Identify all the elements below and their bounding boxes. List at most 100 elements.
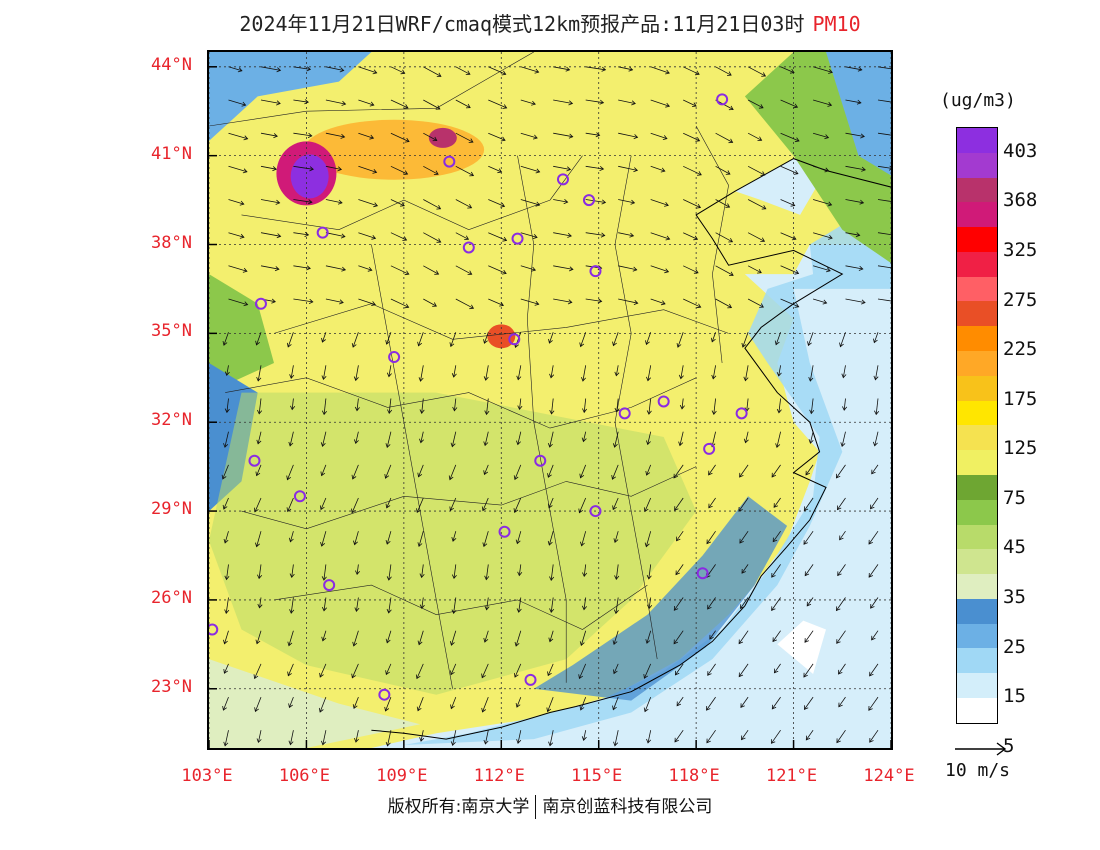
station-marker[interactable] — [524, 673, 537, 686]
wind-vector — [803, 497, 814, 511]
wind-vector-head — [614, 575, 620, 580]
wind-vector-head — [241, 101, 247, 107]
wind-vector — [386, 531, 392, 545]
station-marker[interactable] — [378, 688, 391, 701]
wind-vector — [358, 165, 377, 173]
wind-vector-head — [644, 542, 650, 548]
wind-vector-head — [517, 571, 523, 577]
wind-vector-head — [647, 604, 653, 610]
wind-vector-head — [436, 238, 442, 243]
wind-vector-head — [547, 671, 552, 677]
wind-vector-head — [662, 135, 668, 140]
wind-vector-head — [612, 705, 617, 711]
wind-vector-head — [337, 166, 343, 172]
wind-vector — [325, 298, 344, 303]
wind-vector — [386, 497, 392, 508]
wind-vector-head — [535, 201, 541, 207]
color-bar-swatch — [957, 375, 997, 401]
wind-vector-head — [483, 739, 489, 745]
wind-vector — [520, 165, 540, 173]
wind-vector — [260, 199, 280, 204]
wind-vector — [683, 199, 701, 208]
wind-vector-head — [676, 536, 681, 542]
wind-vector-head — [367, 266, 373, 272]
wind-vector-head — [400, 202, 405, 207]
station-marker[interactable] — [388, 351, 401, 364]
station-marker[interactable] — [462, 241, 475, 254]
wind-vector — [836, 729, 846, 743]
wind-vector — [676, 530, 684, 541]
wind-vector — [650, 66, 670, 74]
station-marker[interactable] — [316, 226, 329, 239]
station-marker[interactable] — [618, 407, 631, 420]
wind-vector — [871, 464, 879, 475]
station-marker[interactable] — [735, 407, 748, 420]
wind-vector-head — [450, 442, 456, 448]
wind-vector-head — [415, 674, 421, 680]
wind-vector — [416, 663, 424, 679]
wind-vector-head — [857, 66, 863, 72]
forecast-map[interactable] — [207, 50, 893, 750]
station-marker[interactable] — [209, 623, 219, 636]
wind-vector-head — [469, 171, 475, 177]
wind-vector — [257, 431, 262, 444]
wind-vector — [780, 99, 798, 108]
wind-vector — [771, 729, 781, 744]
wind-vector-head — [805, 735, 811, 741]
wind-vector — [228, 99, 246, 106]
station-marker[interactable] — [498, 525, 511, 538]
wind-vector-head — [386, 608, 392, 614]
wind-vector — [741, 729, 749, 740]
station-marker[interactable] — [556, 173, 569, 186]
wind-vector — [325, 165, 342, 170]
wind-vector-head — [665, 69, 670, 75]
station-marker[interactable] — [254, 297, 267, 310]
wind-vector-head — [469, 304, 475, 310]
wind-vector-head — [728, 105, 734, 111]
wind-vector-head — [516, 375, 522, 381]
wind-vector-head — [514, 672, 519, 678]
wind-vector — [390, 298, 409, 308]
station-marker[interactable] — [248, 454, 261, 467]
wind-vector — [840, 332, 846, 347]
wind-vector — [455, 232, 469, 240]
wind-vector-head — [678, 374, 684, 380]
wind-vector-head — [497, 168, 503, 174]
station-marker[interactable] — [589, 505, 602, 518]
station-marker[interactable] — [657, 395, 670, 408]
wind-vector-head — [242, 267, 248, 273]
wind-vector — [291, 398, 294, 410]
wind-vector-head — [761, 72, 767, 77]
wind-vector-head — [673, 639, 679, 645]
wind-vector — [746, 398, 749, 412]
station-marker[interactable] — [589, 265, 602, 278]
station-marker[interactable] — [443, 155, 456, 168]
station-marker[interactable] — [293, 490, 306, 503]
wind-vector-head — [888, 165, 891, 171]
wind-vector — [390, 232, 407, 241]
station-marker[interactable] — [511, 232, 524, 245]
wind-vector — [390, 165, 408, 175]
wind-vector-head — [341, 266, 347, 272]
wind-vector — [683, 99, 697, 107]
station-marker[interactable] — [696, 567, 709, 580]
wind-vector — [488, 199, 505, 207]
wind-vector — [351, 497, 359, 513]
station-marker[interactable] — [534, 454, 547, 467]
wind-vector-head — [775, 443, 781, 449]
wind-vector — [325, 199, 343, 204]
station-marker[interactable] — [582, 194, 595, 207]
station-marker[interactable] — [716, 93, 729, 106]
lat-label: 23°N — [151, 676, 192, 697]
station-marker[interactable] — [703, 442, 716, 455]
color-bar-swatch — [957, 697, 997, 723]
wind-vector-head — [824, 134, 830, 140]
wind-vector-head — [794, 269, 800, 275]
wind-vector — [226, 564, 229, 580]
wind-vector-head — [673, 473, 678, 479]
wind-vector-head — [223, 443, 229, 448]
station-marker[interactable] — [323, 579, 336, 592]
wind-vector-head — [451, 574, 457, 580]
station-marker[interactable] — [508, 333, 521, 346]
lat-label: 38°N — [151, 232, 192, 253]
